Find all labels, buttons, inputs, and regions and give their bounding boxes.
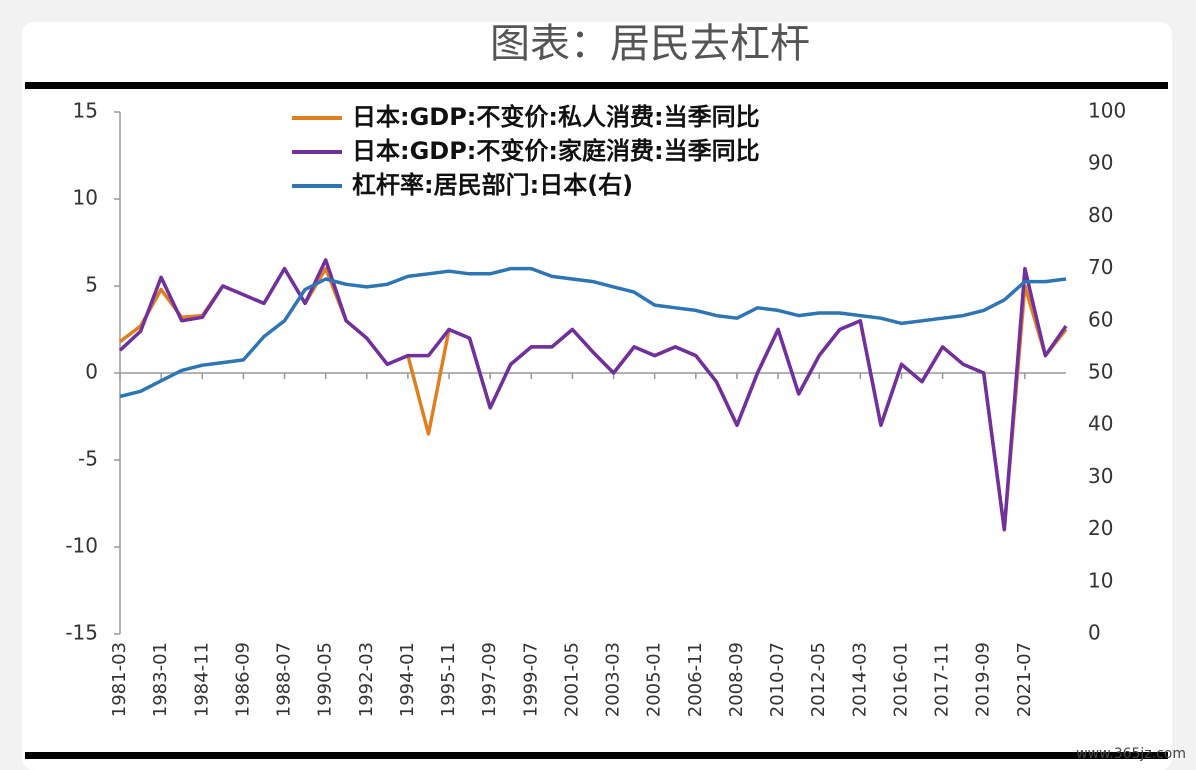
x-tick-label: 1988-07 [274, 642, 295, 717]
y2-tick-label: 40 [1088, 412, 1113, 436]
y-tick-label: 5 [85, 273, 98, 297]
x-tick-label: 2001-05 [561, 642, 582, 717]
y-tick-label: -15 [65, 621, 98, 645]
y2-tick-label: 70 [1088, 255, 1113, 279]
y2-tick-label: 0 [1088, 621, 1101, 645]
series-line [118, 258, 1068, 532]
x-tick-label: 2017-11 [932, 642, 953, 717]
y2-tick-label: 50 [1088, 360, 1113, 384]
x-tick-label: 1997-09 [479, 642, 500, 717]
x-tick-label: 2021-07 [1014, 642, 1035, 717]
y2-tick-label: 10 [1088, 568, 1113, 592]
x-tick-label: 2005-01 [644, 642, 665, 717]
top-rule [25, 82, 1168, 89]
x-tick-label: 1983-01 [150, 642, 171, 717]
y-tick-label: -10 [65, 534, 98, 558]
x-tick-label: 1994-01 [397, 642, 418, 717]
legend-label: 杠杆率:居民部门:日本(右) [352, 171, 633, 199]
x-tick-label: 1981-03 [109, 642, 130, 717]
y-tick-label: -5 [78, 447, 98, 471]
series-line [119, 266, 1067, 399]
x-tick-label: 1999-07 [520, 642, 541, 717]
x-tick-label: 1984-11 [191, 642, 212, 717]
legend-label: 日本:GDP:不变价:家庭消费:当季同比 [352, 137, 760, 165]
y2-tick-label: 100 [1088, 99, 1126, 123]
y2-tick-label: 20 [1088, 516, 1113, 540]
x-tick-label: 2016-01 [890, 642, 911, 717]
x-tick-label: 1986-09 [232, 642, 253, 717]
x-tick-label: 2003-03 [603, 642, 624, 717]
x-tick-label: 2012-05 [808, 642, 829, 717]
watermark: www.365jz.com [1076, 746, 1186, 762]
y2-tick-label: 90 [1088, 151, 1113, 175]
x-tick-label: 2014-03 [849, 642, 870, 717]
y2-tick-label: 60 [1088, 307, 1113, 331]
legend-label: 日本:GDP:不变价:私人消费:当季同比 [352, 103, 760, 131]
y-tick-label: 10 [73, 186, 98, 210]
page-title: 图表：居民去杠杆 [490, 21, 810, 67]
y-tick-label: 15 [73, 99, 98, 123]
x-tick-label: 1992-03 [356, 642, 377, 717]
x-tick-label: 2008-09 [726, 642, 747, 717]
x-tick-label: 2006-11 [685, 642, 706, 717]
x-tick-label: 1990-05 [315, 642, 336, 717]
x-tick-label: 2010-07 [767, 642, 788, 717]
card [22, 22, 1172, 770]
y2-tick-label: 80 [1088, 203, 1113, 227]
bottom-rule [25, 752, 1168, 759]
y2-tick-label: 30 [1088, 464, 1113, 488]
y-tick-label: 0 [85, 360, 98, 384]
x-tick-label: 2019-09 [973, 642, 994, 717]
x-tick-label: 1995-11 [438, 642, 459, 717]
